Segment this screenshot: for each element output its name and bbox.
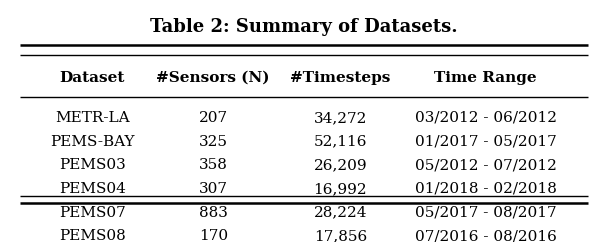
Text: 03/2012 - 06/2012: 03/2012 - 06/2012	[415, 111, 556, 125]
Text: 01/2017 - 05/2017: 01/2017 - 05/2017	[415, 135, 556, 149]
Text: PEMS04: PEMS04	[59, 182, 126, 196]
Text: Table 2: Summary of Datasets.: Table 2: Summary of Datasets.	[150, 18, 458, 36]
Text: 17,856: 17,856	[314, 229, 367, 242]
Text: 170: 170	[199, 229, 228, 242]
Text: 26,209: 26,209	[314, 158, 367, 172]
Text: 28,224: 28,224	[314, 206, 367, 220]
Text: 883: 883	[199, 206, 227, 220]
Text: 16,992: 16,992	[314, 182, 367, 196]
Text: 05/2017 - 08/2017: 05/2017 - 08/2017	[415, 206, 556, 220]
Text: 325: 325	[199, 135, 228, 149]
Text: 358: 358	[199, 158, 227, 172]
Text: PEMS-BAY: PEMS-BAY	[50, 135, 134, 149]
Text: 207: 207	[199, 111, 228, 125]
Text: 01/2018 - 02/2018: 01/2018 - 02/2018	[415, 182, 556, 196]
Text: METR-LA: METR-LA	[55, 111, 130, 125]
Text: 307: 307	[199, 182, 228, 196]
Text: PEMS08: PEMS08	[59, 229, 125, 242]
Text: 34,272: 34,272	[314, 111, 367, 125]
Text: #Timesteps: #Timesteps	[290, 71, 390, 85]
Text: Dataset: Dataset	[60, 71, 125, 85]
Text: PEMS07: PEMS07	[59, 206, 125, 220]
Text: Time Range: Time Range	[434, 71, 537, 85]
Text: #Sensors (N): #Sensors (N)	[156, 71, 270, 85]
Text: 52,116: 52,116	[314, 135, 367, 149]
Text: PEMS03: PEMS03	[59, 158, 125, 172]
Text: 07/2016 - 08/2016: 07/2016 - 08/2016	[415, 229, 556, 242]
Text: 05/2012 - 07/2012: 05/2012 - 07/2012	[415, 158, 556, 172]
